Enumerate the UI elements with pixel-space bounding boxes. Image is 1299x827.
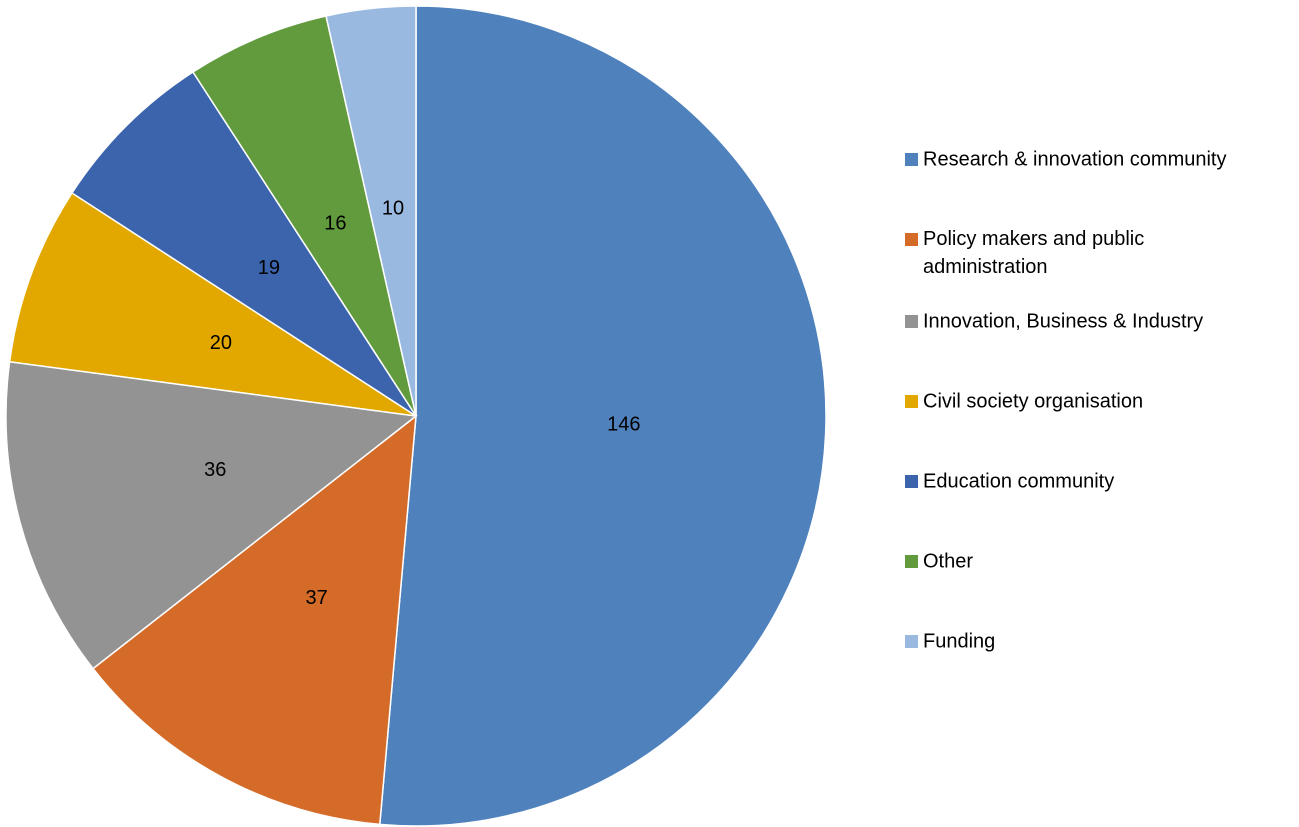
legend-swatch (905, 555, 918, 568)
data-label: 16 (324, 213, 346, 235)
pie-slice (5, 360, 418, 670)
legend-label: Civil society organisation (923, 390, 1143, 412)
pie-slice (378, 5, 827, 827)
data-label: 146 (607, 413, 640, 435)
pie-slice (8, 191, 417, 417)
data-label: 10 (382, 198, 404, 220)
data-label: 19 (258, 257, 280, 279)
pie-slice (325, 5, 417, 417)
legend-swatch (905, 395, 918, 408)
data-label: 20 (210, 332, 232, 354)
legend-label: Research & innovation community (923, 148, 1226, 170)
legend-label: Policy makers and public administration (923, 228, 1150, 278)
legend-swatch (905, 153, 918, 166)
data-label: 36 (204, 459, 226, 481)
legend-label: Funding (923, 630, 995, 652)
pie-slice (91, 414, 417, 826)
pie-slice (70, 70, 417, 417)
data-label: 37 (306, 587, 328, 609)
legend-label: Education community (923, 470, 1114, 492)
legend-swatch (905, 233, 918, 246)
legend-swatch (905, 475, 918, 488)
legend-label: Other (923, 550, 973, 572)
legend-label: Innovation, Business & Industry (923, 310, 1203, 332)
pie-slice (191, 15, 417, 417)
legend-swatch (905, 635, 918, 648)
legend-swatch (905, 315, 918, 328)
